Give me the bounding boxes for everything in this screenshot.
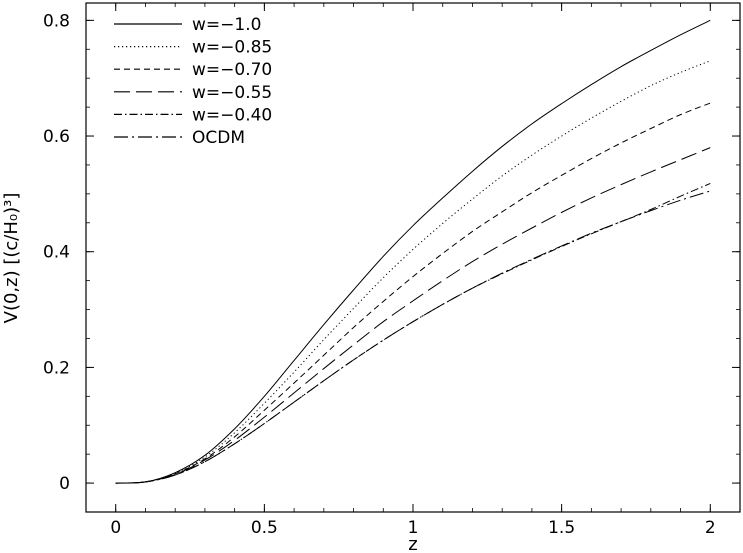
legend-label-4: w=−0.55 — [192, 83, 272, 103]
series-line-5 — [115, 183, 711, 484]
y-tick-label: 0.2 — [43, 358, 70, 378]
legend-label-1: w=−1.0 — [192, 15, 261, 35]
x-tick-label: 1 — [408, 518, 419, 538]
y-axis-label: V(0,z) [(c/H₀)³] — [1, 193, 22, 324]
x-tick-label: 0.5 — [251, 518, 278, 538]
legend-label-3: w=−0.70 — [192, 60, 272, 80]
y-tick-label: 0 — [59, 474, 70, 494]
y-tick-label: 0.4 — [43, 243, 70, 263]
series-line-1 — [115, 19, 711, 484]
legend-label-6: OCDM — [192, 128, 245, 148]
legend-label-2: w=−0.85 — [192, 38, 272, 58]
series-line-2 — [115, 60, 711, 484]
y-axis-ticks: 0 0.2 0.4 0.6 0.8 — [43, 11, 740, 494]
y-tick-label: 0.6 — [43, 127, 70, 147]
y-tick-label: 0.8 — [43, 11, 70, 31]
x-tick-label: 2 — [705, 518, 716, 538]
legend-label-5: w=−0.40 — [192, 105, 272, 125]
x-tick-label: 0 — [110, 518, 121, 538]
series-line-6 — [115, 190, 711, 484]
series-line-3 — [115, 102, 711, 484]
legend: w=−1.0 w=−0.85w=−0.70 w=−0.55w=−0.40 OCDM — [114, 15, 272, 148]
x-axis-label: z — [408, 534, 417, 553]
series-group — [115, 19, 711, 484]
x-tick-label: 1.5 — [548, 518, 575, 538]
plot-frame — [85, 2, 741, 513]
x-axis-ticks: 0 0.5 1 1.5 2 — [110, 3, 716, 538]
series-line-4 — [115, 147, 711, 484]
